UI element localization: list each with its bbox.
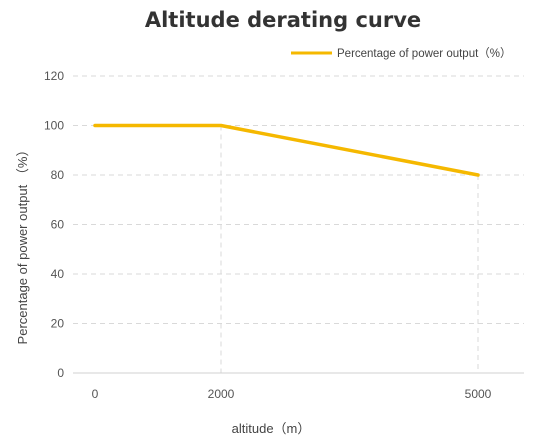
- series-line: [93, 123, 480, 177]
- data-point: [476, 173, 480, 177]
- y-tick-label: 0: [57, 366, 64, 380]
- data-point: [93, 124, 97, 127]
- y-tick-label: 120: [44, 69, 64, 83]
- x-tick-labels: 0 2000 5000: [92, 387, 492, 401]
- y-tick-label: 100: [44, 119, 64, 133]
- y-tick-label: 40: [51, 267, 65, 281]
- legend: Percentage of power output（%）: [291, 47, 512, 60]
- x-tick-label: 5000: [465, 387, 492, 401]
- drop-lines: [220, 125, 479, 373]
- y-tick-label: 80: [51, 168, 65, 182]
- y-tick-label: 60: [51, 218, 65, 232]
- x-tick-label: 2000: [208, 387, 235, 401]
- y-tick-labels: 0 20 40 60 80 100 120: [44, 69, 64, 380]
- y-axis-label: Percentage of power output （%）: [15, 144, 30, 345]
- gridlines: [73, 75, 524, 324]
- x-tick-label: 0: [92, 387, 99, 401]
- x-axis-label: altitude（m）: [232, 421, 311, 436]
- data-point: [219, 124, 223, 127]
- y-tick-label: 20: [51, 317, 65, 331]
- series-group: [93, 123, 480, 177]
- legend-label: Percentage of power output（%）: [337, 47, 512, 60]
- chart-title: Altitude derating curve: [145, 8, 421, 32]
